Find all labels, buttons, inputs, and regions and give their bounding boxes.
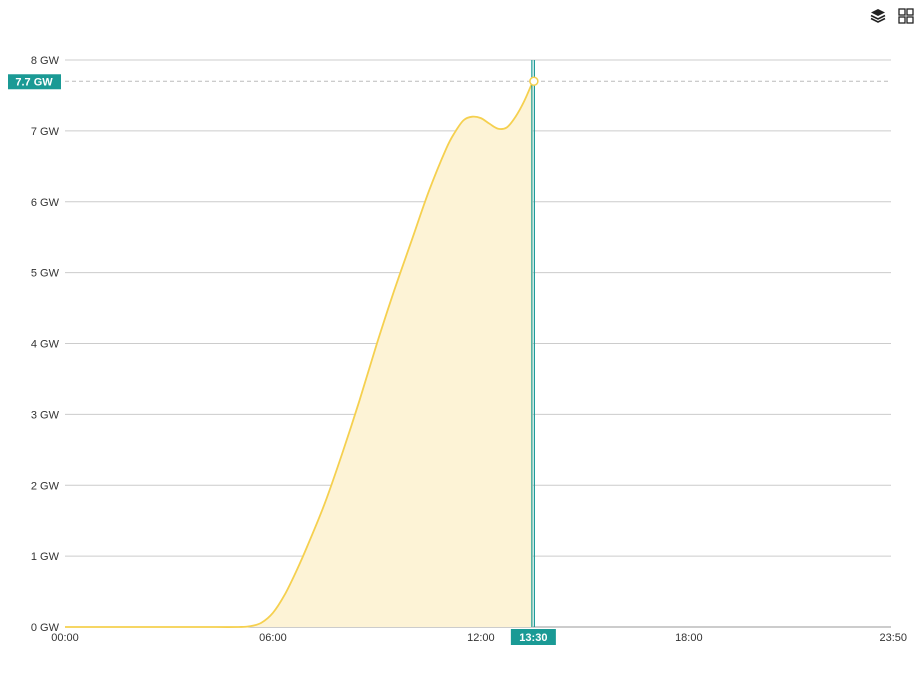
x-tick-label: 18:00 (675, 632, 703, 644)
y-axis-tick-labels: 0 GW 1 GW 2 GW 3 GW 4 GW 5 GW 6 GW 7 GW 8 GW (31, 55, 60, 634)
y-tick-label: 5 GW (31, 268, 60, 280)
cursor-x-badge-label: 13:30 (519, 632, 547, 644)
grid-view-icon (898, 8, 914, 24)
x-tick-label: 23:50 (879, 632, 907, 644)
x-tick-label: 06:00 (259, 632, 287, 644)
y-tick-label: 4 GW (31, 339, 60, 351)
layers-button[interactable] (868, 6, 888, 26)
y-tick-label: 3 GW (31, 409, 60, 421)
x-tick-label: 12:00 (467, 632, 495, 644)
generation-series-line (65, 80, 534, 628)
cursor-x-badge (510, 629, 556, 645)
cursor-y-badge-label: 7.7 GW (15, 76, 53, 88)
generation-area-fill (65, 81, 533, 628)
y-tick-label: 0 GW (31, 622, 60, 634)
hover-cursor: 7.7 GW 13:30 (8, 60, 891, 645)
x-axis-tick-labels: 00:00 06:00 12:00 18:00 23:50 (51, 632, 907, 644)
generation-area (65, 80, 534, 628)
layers-icon (870, 9, 886, 23)
y-tick-label: 2 GW (31, 480, 60, 492)
y-tick-label: 7 GW (31, 126, 60, 138)
y-tick-label: 8 GW (31, 55, 60, 67)
x-tick-label: 00:00 (51, 632, 79, 644)
y-tick-label: 6 GW (31, 197, 60, 209)
grid-view-button[interactable] (896, 6, 916, 26)
cursor-y-badge (8, 74, 61, 90)
cursor-point-marker (529, 76, 539, 87)
y-tick-label: 1 GW (31, 551, 60, 563)
